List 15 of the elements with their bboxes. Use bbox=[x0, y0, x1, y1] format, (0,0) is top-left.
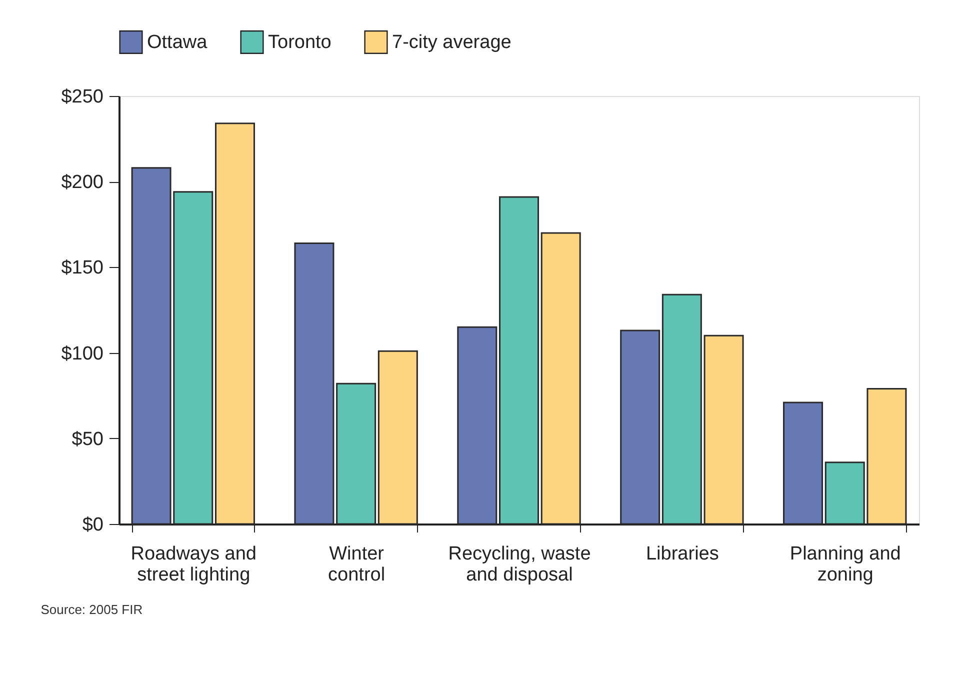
x-tick-label: Winter control bbox=[328, 544, 386, 586]
x-tick-label: Libraries bbox=[646, 544, 719, 564]
y-tick-label: $50 bbox=[72, 428, 104, 450]
y-tick-label: $100 bbox=[61, 343, 104, 364]
y-tick-label: $250 bbox=[61, 86, 104, 108]
y-tick-label: $200 bbox=[61, 172, 104, 194]
y-tick-label: $150 bbox=[61, 258, 104, 279]
legend-label: Ottawa bbox=[147, 32, 208, 54]
x-tick-label: Planning and zoning bbox=[790, 544, 901, 586]
legend-label: 7-city average bbox=[392, 32, 512, 54]
x-tick-label: Recycling, waste and disposal bbox=[448, 544, 591, 586]
y-tick-label: $0 bbox=[82, 514, 104, 536]
source-note: Source: 2005 FIR bbox=[40, 602, 143, 617]
legend-label: Toronto bbox=[268, 32, 332, 54]
x-tick-label: Roadways and street lighting bbox=[130, 544, 256, 586]
